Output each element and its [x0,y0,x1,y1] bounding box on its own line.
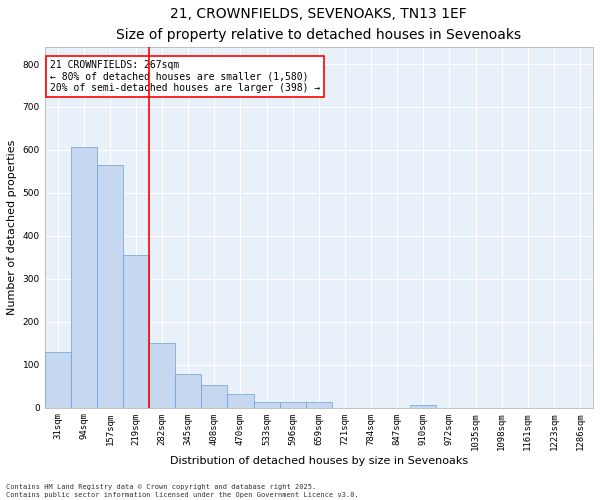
Bar [254,402,280,407]
Y-axis label: Number of detached properties: Number of detached properties [7,140,17,315]
Bar [280,402,306,407]
Bar [71,147,97,407]
X-axis label: Distribution of detached houses by size in Sevenoaks: Distribution of detached houses by size … [170,456,468,466]
Bar [97,165,123,408]
Bar [410,405,436,407]
Bar [123,255,149,408]
Title: 21, CROWNFIELDS, SEVENOAKS, TN13 1EF
Size of property relative to detached house: 21, CROWNFIELDS, SEVENOAKS, TN13 1EF Siz… [116,7,521,42]
Bar [227,394,254,407]
Bar [202,385,227,407]
Text: 21 CROWNFIELDS: 267sqm
← 80% of detached houses are smaller (1,580)
20% of semi-: 21 CROWNFIELDS: 267sqm ← 80% of detached… [50,60,320,92]
Bar [306,402,332,407]
Text: Contains HM Land Registry data © Crown copyright and database right 2025.
Contai: Contains HM Land Registry data © Crown c… [6,484,359,498]
Bar [44,352,71,408]
Bar [175,374,202,408]
Bar [149,343,175,407]
